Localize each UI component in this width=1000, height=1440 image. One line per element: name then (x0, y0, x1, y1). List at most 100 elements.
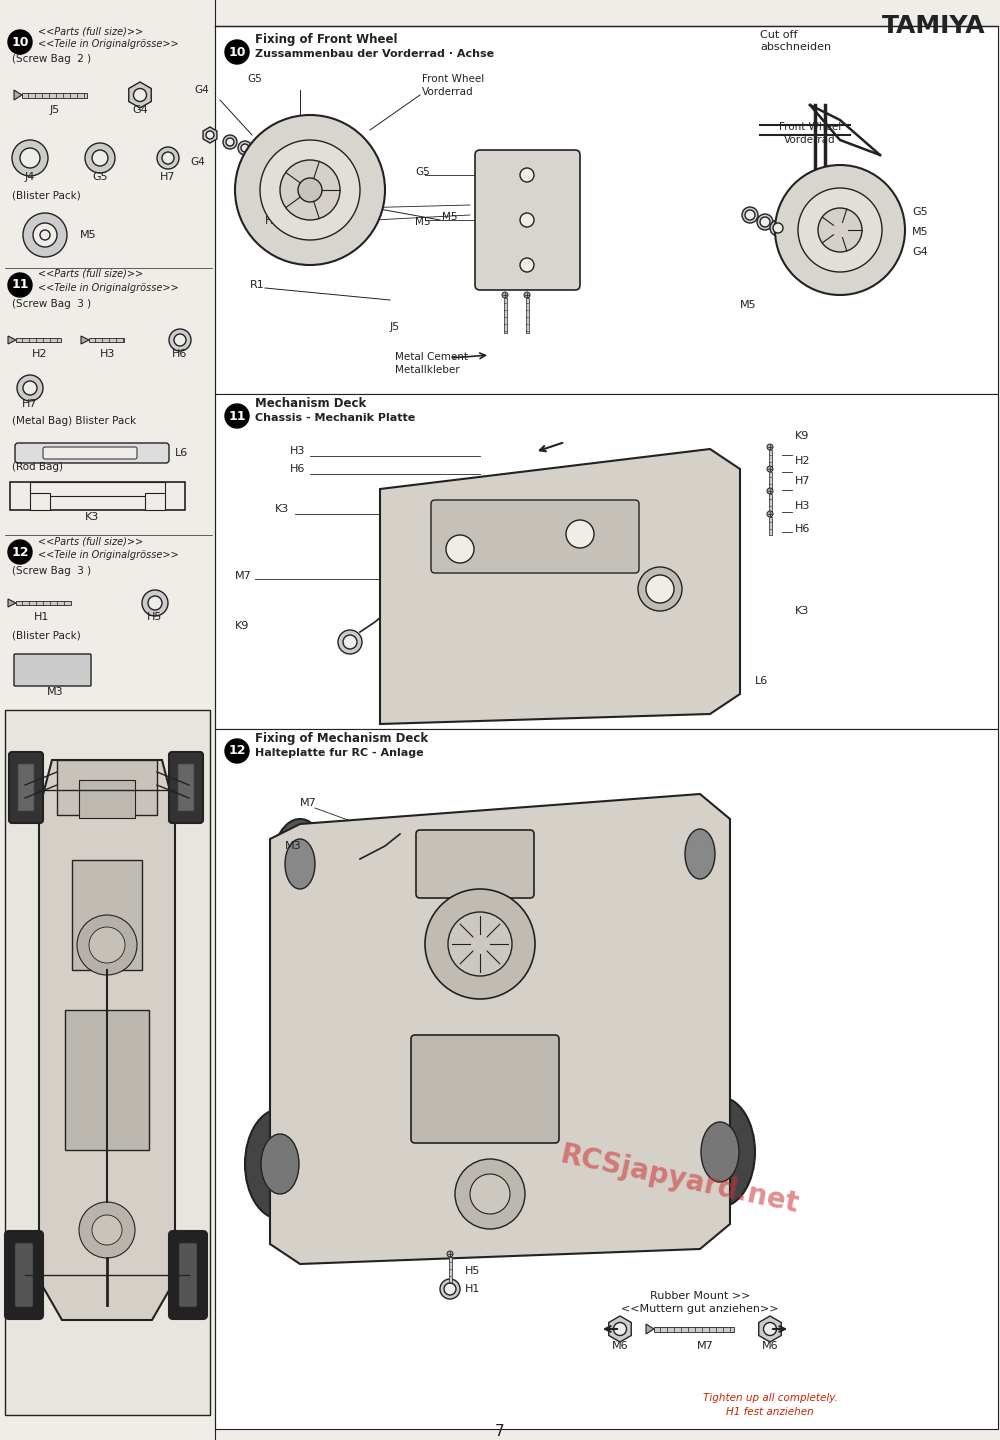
Circle shape (818, 207, 862, 252)
Text: (Screw Bag  3 ): (Screw Bag 3 ) (12, 566, 91, 576)
Circle shape (520, 168, 534, 181)
Text: J5: J5 (50, 105, 60, 115)
FancyBboxPatch shape (411, 1035, 559, 1143)
Text: M5: M5 (740, 300, 757, 310)
FancyBboxPatch shape (43, 446, 137, 459)
Circle shape (745, 210, 755, 220)
Text: H6: H6 (290, 464, 305, 474)
Circle shape (225, 739, 249, 763)
Text: 11: 11 (11, 278, 29, 291)
Text: H5: H5 (147, 612, 163, 622)
Circle shape (8, 274, 32, 297)
Circle shape (773, 223, 783, 233)
Circle shape (757, 215, 773, 230)
Polygon shape (129, 82, 151, 108)
Circle shape (524, 292, 530, 298)
Circle shape (520, 258, 534, 272)
Text: G4: G4 (191, 157, 205, 167)
Bar (769, 449, 772, 468)
Circle shape (148, 596, 162, 611)
Circle shape (77, 914, 137, 975)
Circle shape (343, 635, 357, 649)
Polygon shape (646, 1323, 654, 1333)
Text: M3: M3 (47, 687, 63, 697)
Text: H1: H1 (34, 612, 50, 622)
Circle shape (40, 230, 50, 240)
Ellipse shape (245, 1109, 315, 1220)
Bar (30, 482, 165, 495)
Text: 12: 12 (228, 744, 246, 757)
Circle shape (238, 141, 252, 156)
Text: H7: H7 (22, 399, 38, 409)
Circle shape (438, 527, 482, 572)
Text: Zussammenbau der Vorderrad · Achse: Zussammenbau der Vorderrad · Achse (255, 49, 494, 59)
Circle shape (447, 1251, 453, 1257)
FancyBboxPatch shape (18, 765, 34, 811)
Circle shape (142, 590, 168, 616)
Polygon shape (81, 336, 89, 344)
Circle shape (89, 927, 125, 963)
Bar (769, 472, 772, 490)
Text: Chassis - Mechanik Platte: Chassis - Mechanik Platte (255, 413, 415, 423)
Text: 11: 11 (228, 409, 246, 422)
FancyBboxPatch shape (14, 654, 91, 685)
Polygon shape (8, 336, 16, 344)
Circle shape (515, 163, 539, 187)
Text: H1: H1 (465, 1284, 480, 1295)
Text: Front Wheel: Front Wheel (779, 122, 841, 132)
Text: M5: M5 (80, 230, 97, 240)
Circle shape (638, 567, 682, 611)
Polygon shape (609, 1316, 631, 1342)
Circle shape (35, 225, 55, 245)
Text: <<Teile in Originalgrösse>>: <<Teile in Originalgrösse>> (38, 284, 179, 292)
Text: (Blister Pack): (Blister Pack) (12, 190, 81, 200)
Bar (769, 517, 772, 536)
Circle shape (767, 444, 773, 449)
Ellipse shape (685, 1097, 755, 1207)
Bar (526, 298, 529, 333)
Text: H5: H5 (465, 1266, 480, 1276)
Circle shape (223, 135, 237, 148)
Bar (16, 600, 71, 605)
Text: H7: H7 (795, 477, 810, 487)
Text: Vorderrad: Vorderrad (784, 135, 836, 145)
Bar (72, 860, 142, 971)
Text: M6: M6 (612, 1341, 628, 1351)
Circle shape (566, 520, 594, 549)
Circle shape (425, 888, 535, 999)
Text: G4: G4 (132, 105, 148, 115)
Circle shape (520, 213, 534, 228)
FancyBboxPatch shape (5, 710, 210, 1416)
Circle shape (8, 540, 32, 564)
Circle shape (79, 1202, 135, 1259)
Text: G5: G5 (248, 73, 262, 84)
Circle shape (767, 511, 773, 517)
Circle shape (226, 138, 234, 145)
Text: M3: M3 (285, 841, 302, 851)
FancyBboxPatch shape (178, 765, 194, 811)
Polygon shape (270, 793, 730, 1264)
Circle shape (8, 30, 32, 53)
Text: Halteplatte fur RC - Anlage: Halteplatte fur RC - Anlage (255, 747, 424, 757)
Text: G5: G5 (92, 171, 108, 181)
Circle shape (92, 1215, 122, 1246)
Text: <<Teile in Originalgrösse>>: <<Teile in Originalgrösse>> (38, 550, 179, 560)
FancyBboxPatch shape (475, 150, 580, 289)
Text: 12: 12 (11, 546, 29, 559)
Text: <<Muttern gut anziehen>>: <<Muttern gut anziehen>> (621, 1305, 779, 1313)
Circle shape (440, 1279, 460, 1299)
Circle shape (760, 217, 770, 228)
Circle shape (455, 1159, 525, 1228)
Bar (145, 492, 165, 510)
Bar (65, 1009, 149, 1151)
Text: Cut off: Cut off (760, 30, 798, 40)
Ellipse shape (685, 829, 715, 878)
Text: H1 fest anziehen: H1 fest anziehen (726, 1407, 814, 1417)
Text: Metal Cement: Metal Cement (395, 351, 468, 361)
Circle shape (206, 131, 214, 140)
Circle shape (169, 328, 191, 351)
Text: (Rod Bag): (Rod Bag) (12, 462, 63, 472)
Text: Tighten up all completely.: Tighten up all completely. (703, 1392, 837, 1403)
FancyBboxPatch shape (416, 829, 534, 899)
Bar (79, 780, 135, 818)
